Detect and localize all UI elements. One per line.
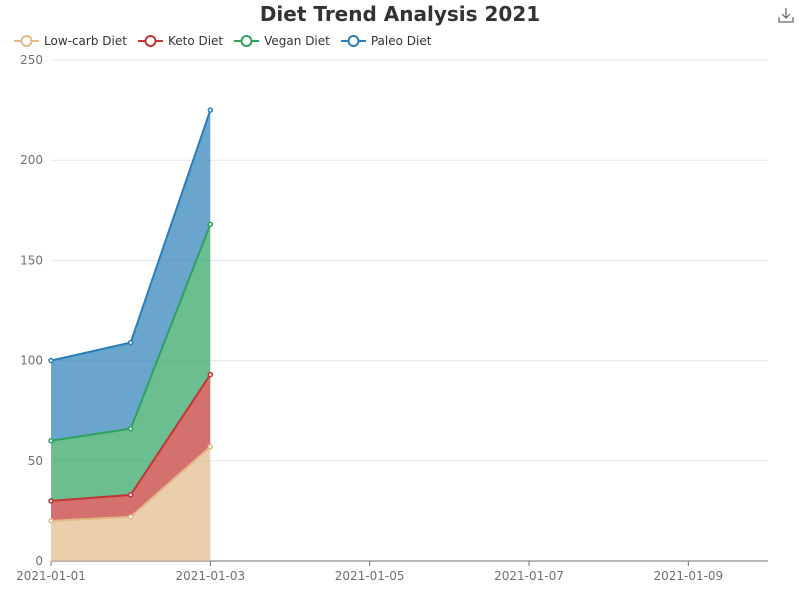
legend-swatch	[340, 35, 366, 47]
legend-item[interactable]: Paleo Diet	[340, 34, 432, 48]
download-icon	[778, 8, 794, 23]
area-low-carb-diet	[51, 446, 211, 561]
download-button[interactable]	[777, 6, 795, 24]
point-keto-diet	[127, 492, 134, 498]
legend-label: Paleo Diet	[370, 34, 432, 48]
x-tick-label: 2021-01-09	[653, 569, 723, 583]
point-low-carb-diet	[127, 514, 134, 520]
area-keto-diet	[51, 374, 211, 521]
legend-swatch	[137, 35, 163, 47]
legend-label: Vegan Diet	[264, 34, 330, 48]
legend-item[interactable]: Low-carb Diet	[14, 34, 127, 48]
chart-title: Diet Trend Analysis 2021	[259, 2, 541, 26]
legend-item[interactable]: Vegan Diet	[234, 34, 330, 48]
point-keto-diet	[207, 371, 214, 378]
y-tick-label: 100	[20, 354, 43, 368]
point-vegan-diet	[48, 438, 54, 444]
point-low-carb-diet	[48, 518, 54, 524]
legend-label: Low-carb Diet	[44, 34, 127, 48]
legend: Low-carb Diet Keto Diet Vegan Diet Paleo Di…	[14, 32, 442, 50]
point-keto-diet	[48, 498, 54, 504]
y-tick-label: 250	[20, 53, 43, 67]
legend-swatch	[234, 35, 260, 47]
y-tick-label: 50	[28, 454, 43, 468]
y-tick-label: 0	[35, 554, 43, 568]
legend-label: Keto Diet	[167, 34, 224, 48]
area-paleo-diet	[51, 110, 211, 441]
y-tick-label: 150	[20, 253, 43, 267]
legend-swatch	[14, 35, 39, 47]
point-low-carb-diet	[207, 444, 214, 450]
point-paleo-diet	[48, 357, 54, 364]
y-tick-label: 200	[20, 153, 43, 167]
x-tick-label: 2021-01-03	[175, 569, 245, 583]
point-paleo-diet	[207, 107, 214, 113]
x-tick-label: 2021-01-07	[494, 569, 564, 583]
point-vegan-diet	[127, 425, 134, 432]
legend-item[interactable]: Keto Diet	[137, 34, 224, 48]
area-vegan-diet	[51, 224, 211, 501]
x-tick-label: 2021-01-01	[16, 569, 86, 583]
point-paleo-diet	[127, 339, 134, 346]
x-tick-label: 2021-01-05	[335, 569, 405, 583]
point-vegan-diet	[207, 221, 214, 228]
